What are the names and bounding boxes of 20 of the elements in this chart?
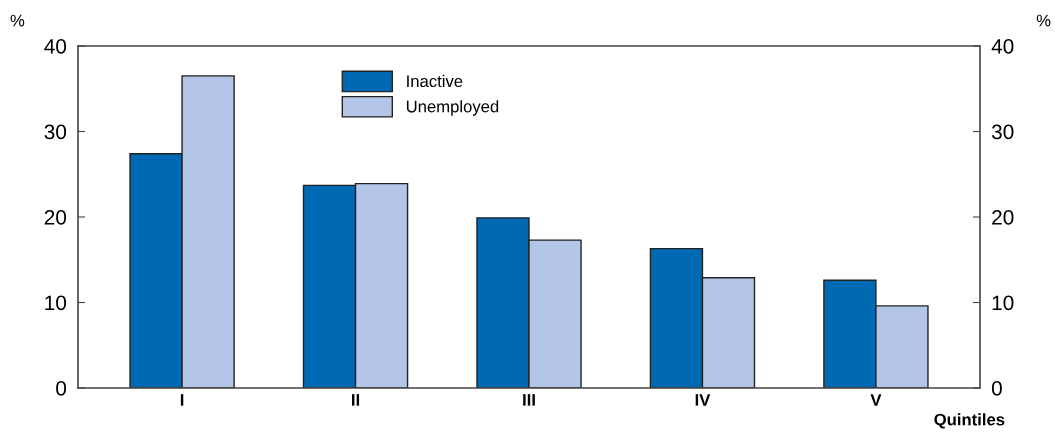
y-axis-title: %	[10, 14, 25, 27]
y2-tick-label: 0	[991, 381, 1002, 396]
y-tick-label: 0	[56, 381, 67, 396]
legend-label: Unemployed	[406, 100, 499, 116]
x-tick-label: V	[870, 394, 882, 406]
y2-tick-label: 30	[991, 124, 1014, 140]
y2-tick-label: 10	[992, 295, 1014, 311]
y2-axis-title: %	[1036, 14, 1051, 27]
x-tick-label: III	[523, 394, 535, 406]
y-tick-label: 10	[45, 295, 67, 311]
y-tick-label: 40	[44, 39, 67, 54]
y-tick-label: 30	[44, 124, 67, 140]
x-tick-label: IV	[695, 394, 711, 406]
x-tick-label: I	[180, 394, 184, 406]
x-axis-title: Quintiles	[934, 413, 1005, 429]
x-tick-label: II	[352, 394, 360, 406]
y-tick-label: 20	[44, 210, 67, 225]
y2-tick-label: 20	[992, 210, 1014, 225]
y2-tick-label: 40	[991, 39, 1014, 54]
legend-label: Inactive	[407, 74, 463, 88]
